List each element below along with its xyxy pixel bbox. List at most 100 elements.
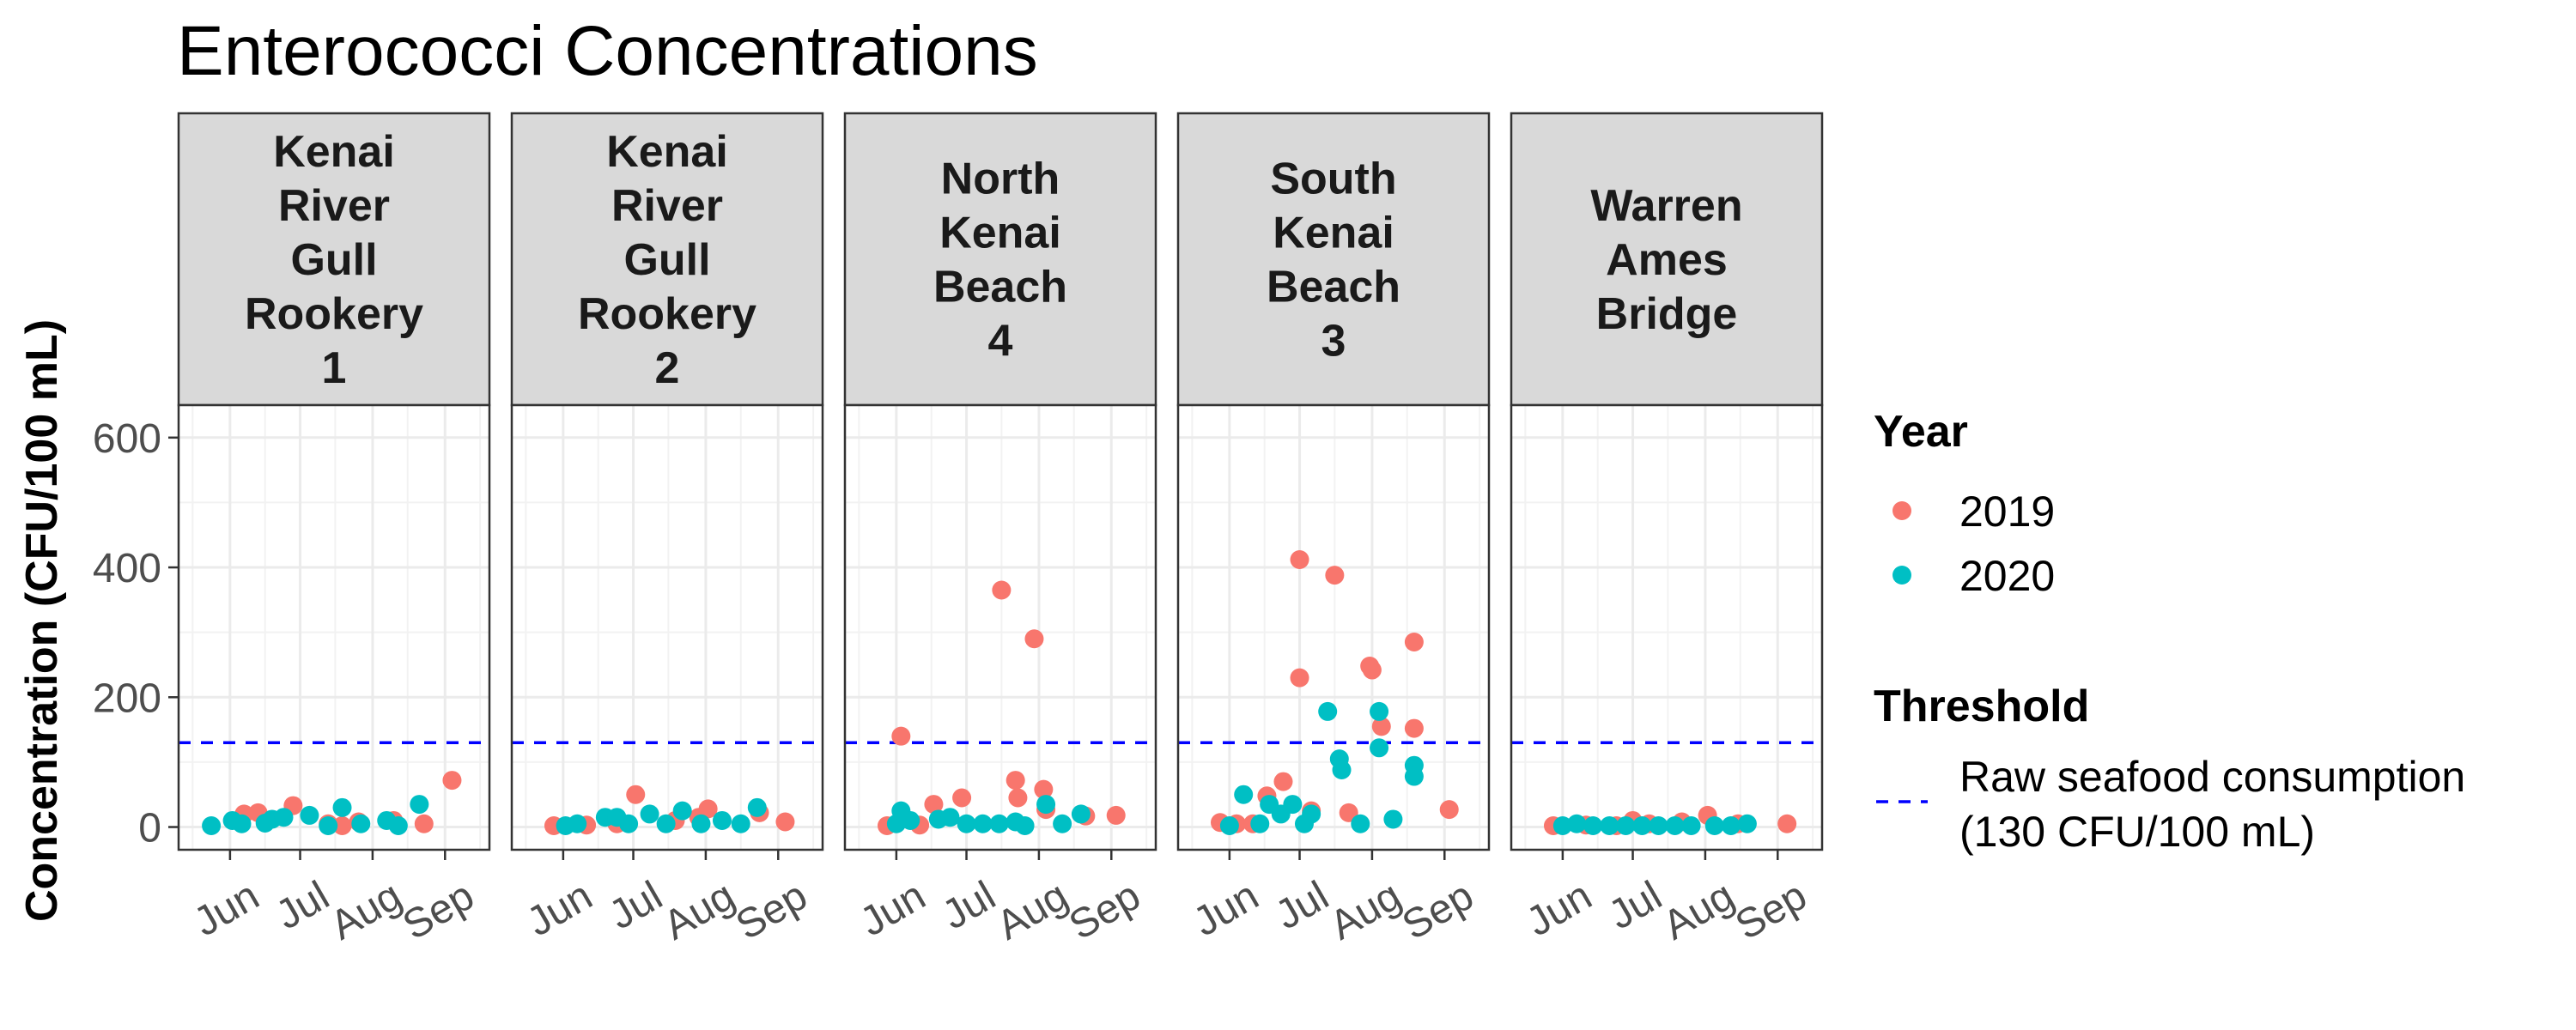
data-point-2020: [388, 816, 408, 836]
data-point-2019: [1777, 814, 1797, 833]
facet-strip-label: Rookery: [578, 289, 756, 339]
data-point-2019: [1005, 771, 1025, 791]
data-point-2020: [691, 814, 711, 833]
data-point-2020: [1302, 804, 1321, 824]
data-point-2020: [1600, 816, 1619, 836]
data-point-2020: [1351, 814, 1370, 833]
y-axis-label: Concentration (CFU/100 mL): [17, 319, 67, 922]
facet-strip-label: River: [278, 181, 390, 231]
data-point-2019: [1008, 788, 1028, 808]
data-point-2020: [1370, 701, 1389, 721]
plot-area: [179, 405, 489, 850]
data-point-2019: [626, 785, 646, 804]
data-point-2020: [332, 797, 352, 817]
data-point-2019: [1362, 660, 1382, 680]
data-point-2020: [901, 810, 920, 830]
panel-border: [843, 403, 1157, 851]
facet-strip-label: Kenai: [1273, 209, 1394, 258]
facet-strip-label: Rookery: [245, 289, 423, 339]
data-point-2020: [1234, 785, 1254, 804]
data-point-2020: [940, 808, 960, 827]
data-point-2019: [1371, 717, 1391, 736]
facet-strip-label: 2: [655, 343, 680, 393]
data-point-2020: [300, 805, 319, 825]
facet-strip-label: South: [1270, 154, 1396, 204]
data-point-2019: [924, 795, 944, 815]
legend-label-threshold: Raw seafood consumption: [1959, 753, 2465, 801]
facet-strip-label: Ames: [1606, 235, 1728, 285]
plot-area: [1178, 405, 1489, 850]
data-point-2020: [1071, 804, 1091, 824]
facet-strip-label: 3: [1321, 317, 1346, 367]
data-point-2019: [1106, 805, 1126, 825]
panel-border: [177, 403, 491, 851]
data-point-2020: [319, 816, 338, 836]
data-point-2019: [1024, 629, 1044, 649]
data-point-2019: [891, 726, 911, 746]
data-point-2020: [672, 801, 692, 821]
data-point-2020: [351, 814, 371, 833]
data-point-2020: [1552, 816, 1572, 836]
data-point-2020: [1332, 760, 1352, 779]
facet-strip-label: Beach: [933, 263, 1067, 312]
data-point-2020: [1721, 816, 1741, 836]
data-point-2020: [1383, 809, 1403, 829]
data-point-2020: [640, 804, 659, 824]
panel-border: [1176, 403, 1491, 851]
data-point-2019: [1439, 800, 1459, 820]
data-point-2020: [957, 814, 976, 833]
facet-strip: [177, 112, 491, 407]
data-point-2020: [656, 814, 676, 833]
data-point-2020: [1649, 816, 1668, 836]
facet-strip-label: Gull: [290, 235, 377, 285]
data-point-2020: [1681, 816, 1701, 836]
panel-border: [1510, 403, 1824, 851]
data-point-2020: [973, 814, 993, 833]
data-point-2020: [1583, 816, 1603, 836]
facet-strip-label: Beach: [1267, 263, 1400, 312]
data-point-2019: [1290, 668, 1309, 688]
data-point-2020: [1053, 814, 1072, 833]
chart-title: Enterococci Concentrations: [177, 12, 1038, 90]
facet-strip-label: Gull: [623, 235, 710, 285]
data-point-2020: [747, 797, 767, 817]
data-point-2020: [1015, 816, 1035, 836]
data-point-2020: [1704, 816, 1724, 836]
data-point-2019: [1404, 633, 1424, 652]
legend-title-threshold: Threshold: [1874, 682, 2089, 731]
facet-strip: [1510, 112, 1824, 407]
data-point-2020: [568, 814, 587, 833]
data-point-2020: [731, 814, 750, 833]
data-point-2019: [1325, 566, 1345, 585]
facet-strip: [843, 112, 1157, 407]
facet-strip-label: Warren: [1590, 181, 1742, 231]
facet-strip-label: Kenai: [273, 127, 395, 177]
data-point-2020: [1737, 814, 1757, 833]
data-point-2019: [952, 788, 972, 808]
legend-label-threshold: (130 CFU/100 mL): [1959, 808, 2315, 856]
data-point-2019: [442, 771, 462, 791]
data-point-2020: [274, 808, 294, 827]
data-point-2020: [1250, 814, 1270, 833]
data-point-2020: [1567, 814, 1587, 833]
facet-strip-label: 4: [988, 317, 1013, 367]
plot-area: [845, 405, 1156, 850]
legend-title-year: Year: [1874, 407, 1968, 457]
data-point-2020: [1404, 766, 1424, 786]
facet-strip-label: River: [611, 181, 723, 231]
data-point-2019: [1273, 772, 1293, 791]
plot-area: [512, 405, 823, 850]
panel-border: [510, 403, 824, 851]
legend-label-2020: 2020: [1959, 552, 2055, 600]
facet-strip-label: North: [941, 154, 1060, 204]
legend: Year 2019 2020 Threshold Raw seafood consump…: [1874, 407, 2465, 856]
facet-strip-label: Kenai: [939, 209, 1061, 258]
facet-strip: [510, 112, 824, 407]
data-point-2020: [1283, 795, 1303, 815]
data-point-2019: [992, 580, 1012, 600]
